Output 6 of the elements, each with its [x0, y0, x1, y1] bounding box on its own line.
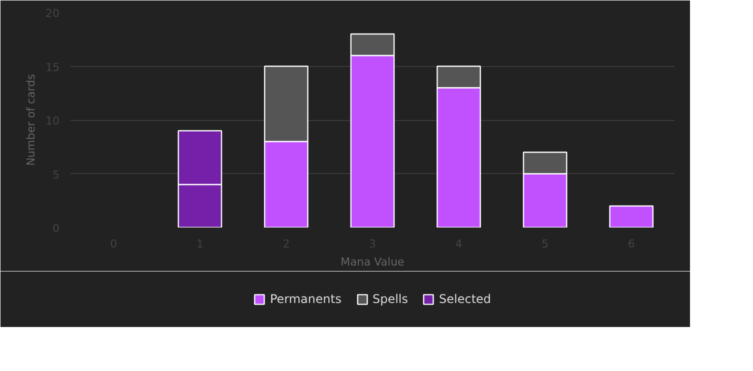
legend-label: Spells: [372, 292, 408, 306]
legend-label: Selected: [439, 292, 492, 306]
bar: [609, 205, 654, 228]
x-axis-title: Mana Value: [340, 256, 405, 268]
legend-label: Permanents: [270, 292, 342, 306]
y-axis-title: Number of cards: [24, 74, 38, 166]
